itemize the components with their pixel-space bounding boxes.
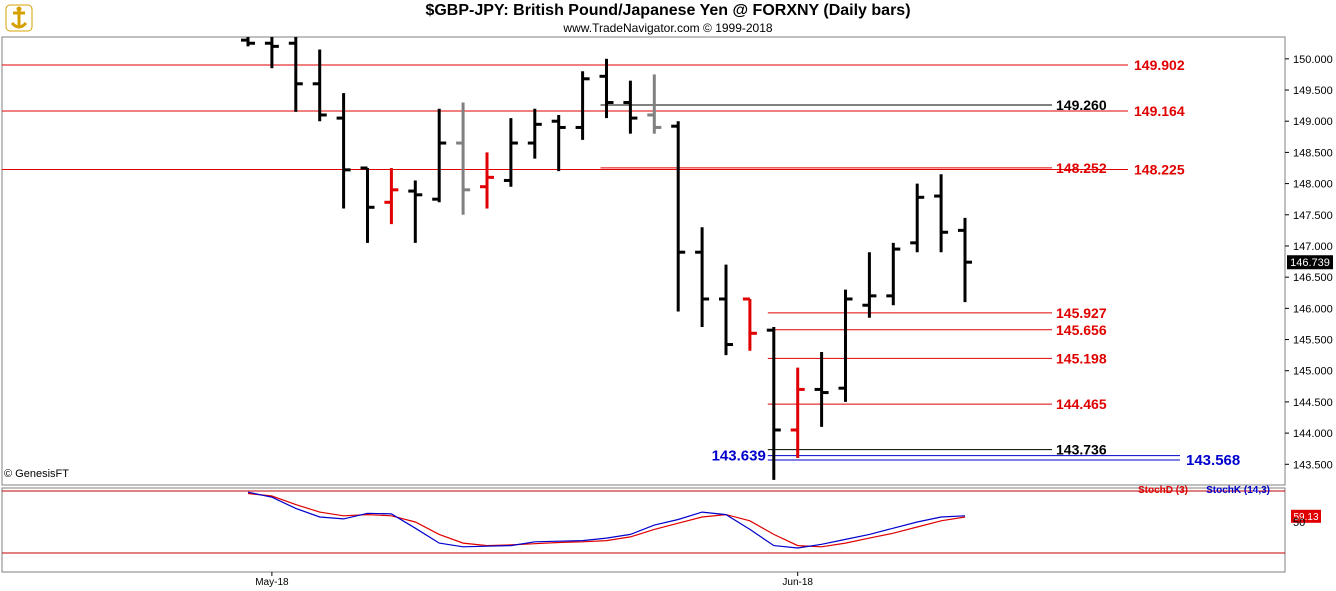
y-tick-label: 148.500 (1293, 147, 1333, 159)
y-tick-label: 149.000 (1293, 116, 1333, 128)
y-tick-label: 143.500 (1293, 459, 1333, 471)
y-tick-label: 149.500 (1293, 85, 1333, 97)
level-label: 149.902 (1134, 57, 1185, 73)
y-tick-label: 147.500 (1293, 210, 1333, 222)
stochD-legend: StochD (3) (1138, 485, 1188, 496)
level-label: 143.639 (712, 448, 766, 465)
y-tick-label: 145.000 (1293, 366, 1333, 378)
trade-navigator-logo (4, 3, 34, 38)
stochK-legend: StochK (14,3) (1206, 485, 1270, 496)
y-tick-label: 147.000 (1293, 241, 1333, 253)
stoch-tick-label: 50 (1293, 517, 1305, 529)
level-label: 149.164 (1134, 103, 1185, 119)
level-label: 144.465 (1056, 396, 1107, 412)
price-panel-frame (1, 36, 1286, 486)
y-tick-label: 145.500 (1293, 335, 1333, 347)
x-axis-label: Jun-18 (782, 577, 813, 588)
stochD-line (247, 492, 966, 548)
y-tick-label: 146.500 (1293, 272, 1333, 284)
level-label: 143.568 (1186, 452, 1240, 469)
y-tick-label: 144.000 (1293, 428, 1333, 440)
level-label: 145.198 (1056, 350, 1107, 366)
last-price-label: 146.739 (1290, 257, 1330, 269)
y-tick-label: 150.000 (1293, 54, 1333, 66)
level-label: 145.927 (1056, 305, 1107, 321)
stochastic-panel-frame (1, 487, 1286, 573)
x-axis-label: May-18 (255, 577, 289, 588)
y-tick-label: 144.500 (1293, 397, 1333, 409)
stoch-last-label: 59.13 (1293, 512, 1318, 523)
y-tick-label: 146.000 (1293, 303, 1333, 315)
chart-subtitle: www.TradeNavigator.com © 1999-2018 (563, 21, 773, 35)
chart-title: $GBP-JPY: British Pound/Japanese Yen @ F… (425, 2, 911, 19)
data-credit: © GenesisFT (4, 468, 69, 480)
level-label: 148.225 (1134, 162, 1185, 178)
level-label: 143.736 (1056, 442, 1107, 458)
stochK-line (247, 491, 966, 549)
y-tick-label: 148.000 (1293, 179, 1333, 191)
last-price-box (1287, 255, 1333, 270)
level-label: 148.252 (1056, 160, 1107, 176)
stoch-last-box (1291, 509, 1321, 523)
level-label: 149.260 (1056, 97, 1107, 113)
level-label: 145.656 (1056, 322, 1107, 338)
